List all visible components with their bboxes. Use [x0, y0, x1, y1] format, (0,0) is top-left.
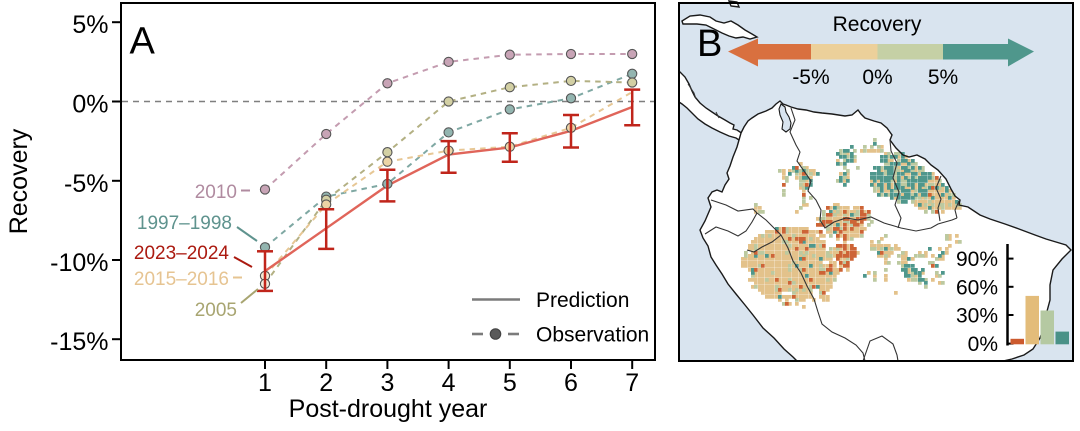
svg-text:60%: 60% — [956, 276, 998, 299]
svg-text:Prediction: Prediction — [536, 289, 629, 312]
svg-text:2023–2024: 2023–2024 — [134, 243, 230, 264]
svg-text:5%: 5% — [72, 11, 108, 39]
svg-text:7: 7 — [625, 369, 639, 397]
svg-text:1997–1998: 1997–1998 — [137, 213, 232, 234]
svg-text:1: 1 — [258, 369, 272, 397]
svg-text:-15%: -15% — [50, 328, 108, 356]
svg-text:5: 5 — [503, 369, 517, 397]
svg-text:2005: 2005 — [195, 300, 237, 321]
svg-text:Observation: Observation — [536, 324, 649, 347]
svg-text:30%: 30% — [956, 305, 998, 328]
svg-text:90%: 90% — [956, 248, 998, 271]
svg-text:0%: 0% — [968, 333, 998, 356]
svg-text:B: B — [697, 23, 722, 65]
svg-text:-5%: -5% — [792, 66, 829, 89]
svg-text:-5%: -5% — [64, 170, 108, 198]
svg-text:0%: 0% — [72, 91, 108, 119]
svg-text:2010: 2010 — [195, 182, 237, 203]
svg-text:2: 2 — [319, 369, 333, 397]
svg-text:6: 6 — [564, 369, 578, 397]
svg-text:A: A — [130, 21, 156, 63]
svg-text:Recovery: Recovery — [833, 13, 922, 36]
svg-text:2015–2016: 2015–2016 — [134, 269, 229, 290]
svg-text:Post-drought year: Post-drought year — [289, 395, 488, 423]
svg-text:-10%: -10% — [50, 249, 108, 277]
svg-text:3: 3 — [380, 369, 394, 397]
svg-text:4: 4 — [442, 369, 456, 397]
svg-text:0%: 0% — [862, 66, 892, 89]
svg-text:Recovery: Recovery — [5, 128, 33, 234]
svg-text:5%: 5% — [928, 66, 958, 89]
